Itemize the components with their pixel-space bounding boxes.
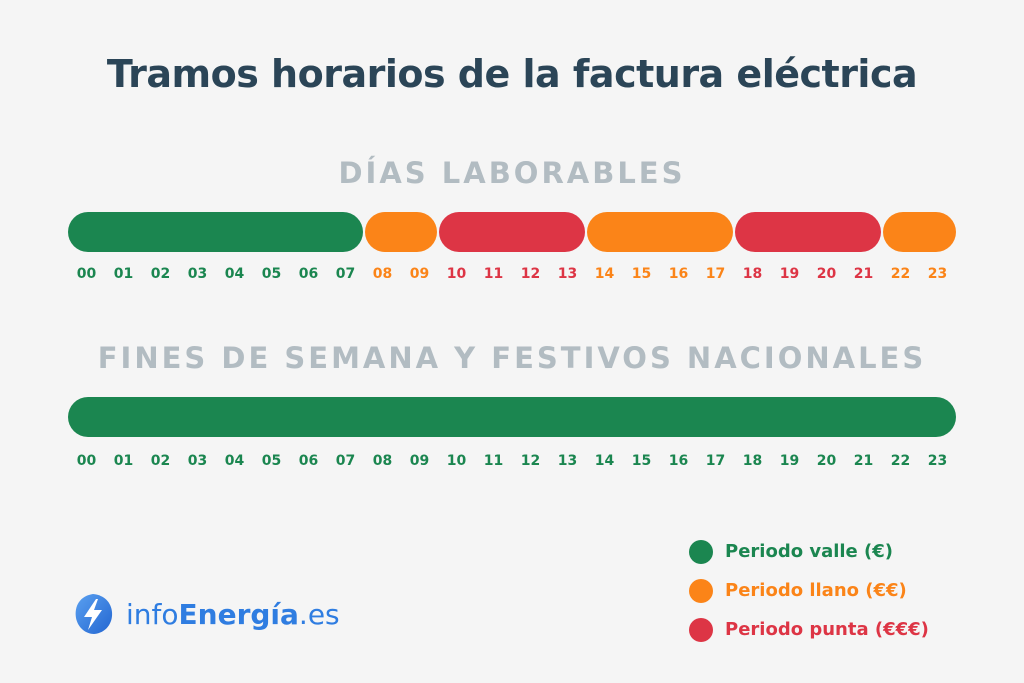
legend-item-punta: Periodo punta (€€€): [689, 610, 929, 649]
hour-label: 08: [372, 453, 393, 469]
legend: Periodo valle (€) Periodo llano (€€) Per…: [689, 532, 929, 649]
legend-item-valle: Periodo valle (€): [689, 532, 929, 571]
brand-logo: infoEnergía.es: [72, 592, 340, 636]
weekdays-hour-labels: 00 01 02 03 04 05 06 07 08 09 10 11 12 13 14 15 16 17 18 19…: [68, 266, 956, 286]
weekends-hour-labels: 00 01 02 03 04 05 06 07 08 09 10 11 12 13 14 15 16 17 18 19…: [68, 453, 956, 473]
hour-label: 06: [298, 453, 319, 469]
hour-label: 05: [261, 453, 282, 469]
legend-dot-llano: [689, 578, 713, 603]
hour-label: 09: [409, 453, 430, 469]
timeline-segment-valle: [68, 397, 956, 437]
hour-label: 05: [261, 266, 282, 282]
hour-label: 10: [446, 266, 467, 282]
legend-dot-punta: [689, 617, 713, 642]
hour-label: 14: [594, 266, 615, 282]
hour-label: 06: [298, 266, 319, 282]
hour-label: 10: [446, 453, 467, 469]
hour-label: 17: [705, 453, 726, 469]
hour-label: 01: [113, 266, 134, 282]
hour-label: 01: [113, 453, 134, 469]
weekends-timeline-bar: [68, 397, 956, 437]
weekends-section-title: FINES DE SEMANA Y FESTIVOS NACIONALES: [97, 341, 927, 375]
hour-label: 00: [76, 266, 97, 282]
timeline-segment-llano: [883, 212, 956, 252]
legend-label-llano: Periodo llano (€€): [725, 580, 907, 601]
timeline-segment-llano: [365, 212, 437, 252]
timeline-segment-punta: [735, 212, 881, 252]
hour-label: 12: [520, 453, 541, 469]
hour-label: 23: [927, 453, 948, 469]
legend-label-valle: Periodo valle (€): [725, 541, 894, 562]
hour-label: 17: [705, 266, 726, 282]
hour-label: 21: [853, 453, 874, 469]
hour-label: 13: [557, 453, 578, 469]
hour-label: 19: [779, 453, 800, 469]
legend-dot-valle: [689, 539, 713, 564]
page-title: Tramos horarios de la factura eléctrica: [106, 52, 918, 96]
hour-label: 14: [594, 453, 615, 469]
brand-wordmark: infoEnergía.es: [126, 598, 340, 631]
legend-item-llano: Periodo llano (€€): [689, 571, 929, 610]
brand-prefix: info: [126, 597, 179, 631]
hour-label: 16: [668, 453, 689, 469]
hour-label: 15: [631, 453, 652, 469]
timeline-segment-llano: [587, 212, 733, 252]
weekdays-timeline-bar: [68, 212, 956, 252]
hour-label: 18: [742, 453, 763, 469]
hour-label: 00: [76, 453, 97, 469]
weekdays-section-title: DÍAS LABORABLES: [338, 156, 686, 190]
hour-label: 02: [150, 453, 171, 469]
hour-label: 22: [890, 266, 911, 282]
hour-label: 08: [372, 266, 393, 282]
hour-label: 13: [557, 266, 578, 282]
hour-label: 03: [187, 266, 208, 282]
timeline-segment-valle: [68, 212, 363, 252]
legend-label-punta: Periodo punta (€€€): [725, 619, 929, 640]
hour-label: 07: [335, 453, 356, 469]
hour-label: 19: [779, 266, 800, 282]
hour-label: 02: [150, 266, 171, 282]
lightning-bolt-icon: [75, 594, 113, 634]
brand-suffix: .es: [298, 597, 340, 631]
hour-label: 20: [816, 453, 837, 469]
hour-label: 21: [853, 266, 874, 282]
hour-label: 15: [631, 266, 652, 282]
hour-label: 16: [668, 266, 689, 282]
hour-label: 22: [890, 453, 911, 469]
hour-label: 18: [742, 266, 763, 282]
hour-label: 12: [520, 266, 541, 282]
hour-label: 04: [224, 266, 245, 282]
timeline-segment-punta: [439, 212, 585, 252]
hour-label: 20: [816, 266, 837, 282]
hour-label: 11: [483, 453, 504, 469]
brand-name: Energía: [178, 597, 299, 631]
hour-label: 23: [927, 266, 948, 282]
hour-label: 04: [224, 453, 245, 469]
hour-label: 03: [187, 453, 208, 469]
hour-label: 11: [483, 266, 504, 282]
hour-label: 09: [409, 266, 430, 282]
hour-label: 07: [335, 266, 356, 282]
